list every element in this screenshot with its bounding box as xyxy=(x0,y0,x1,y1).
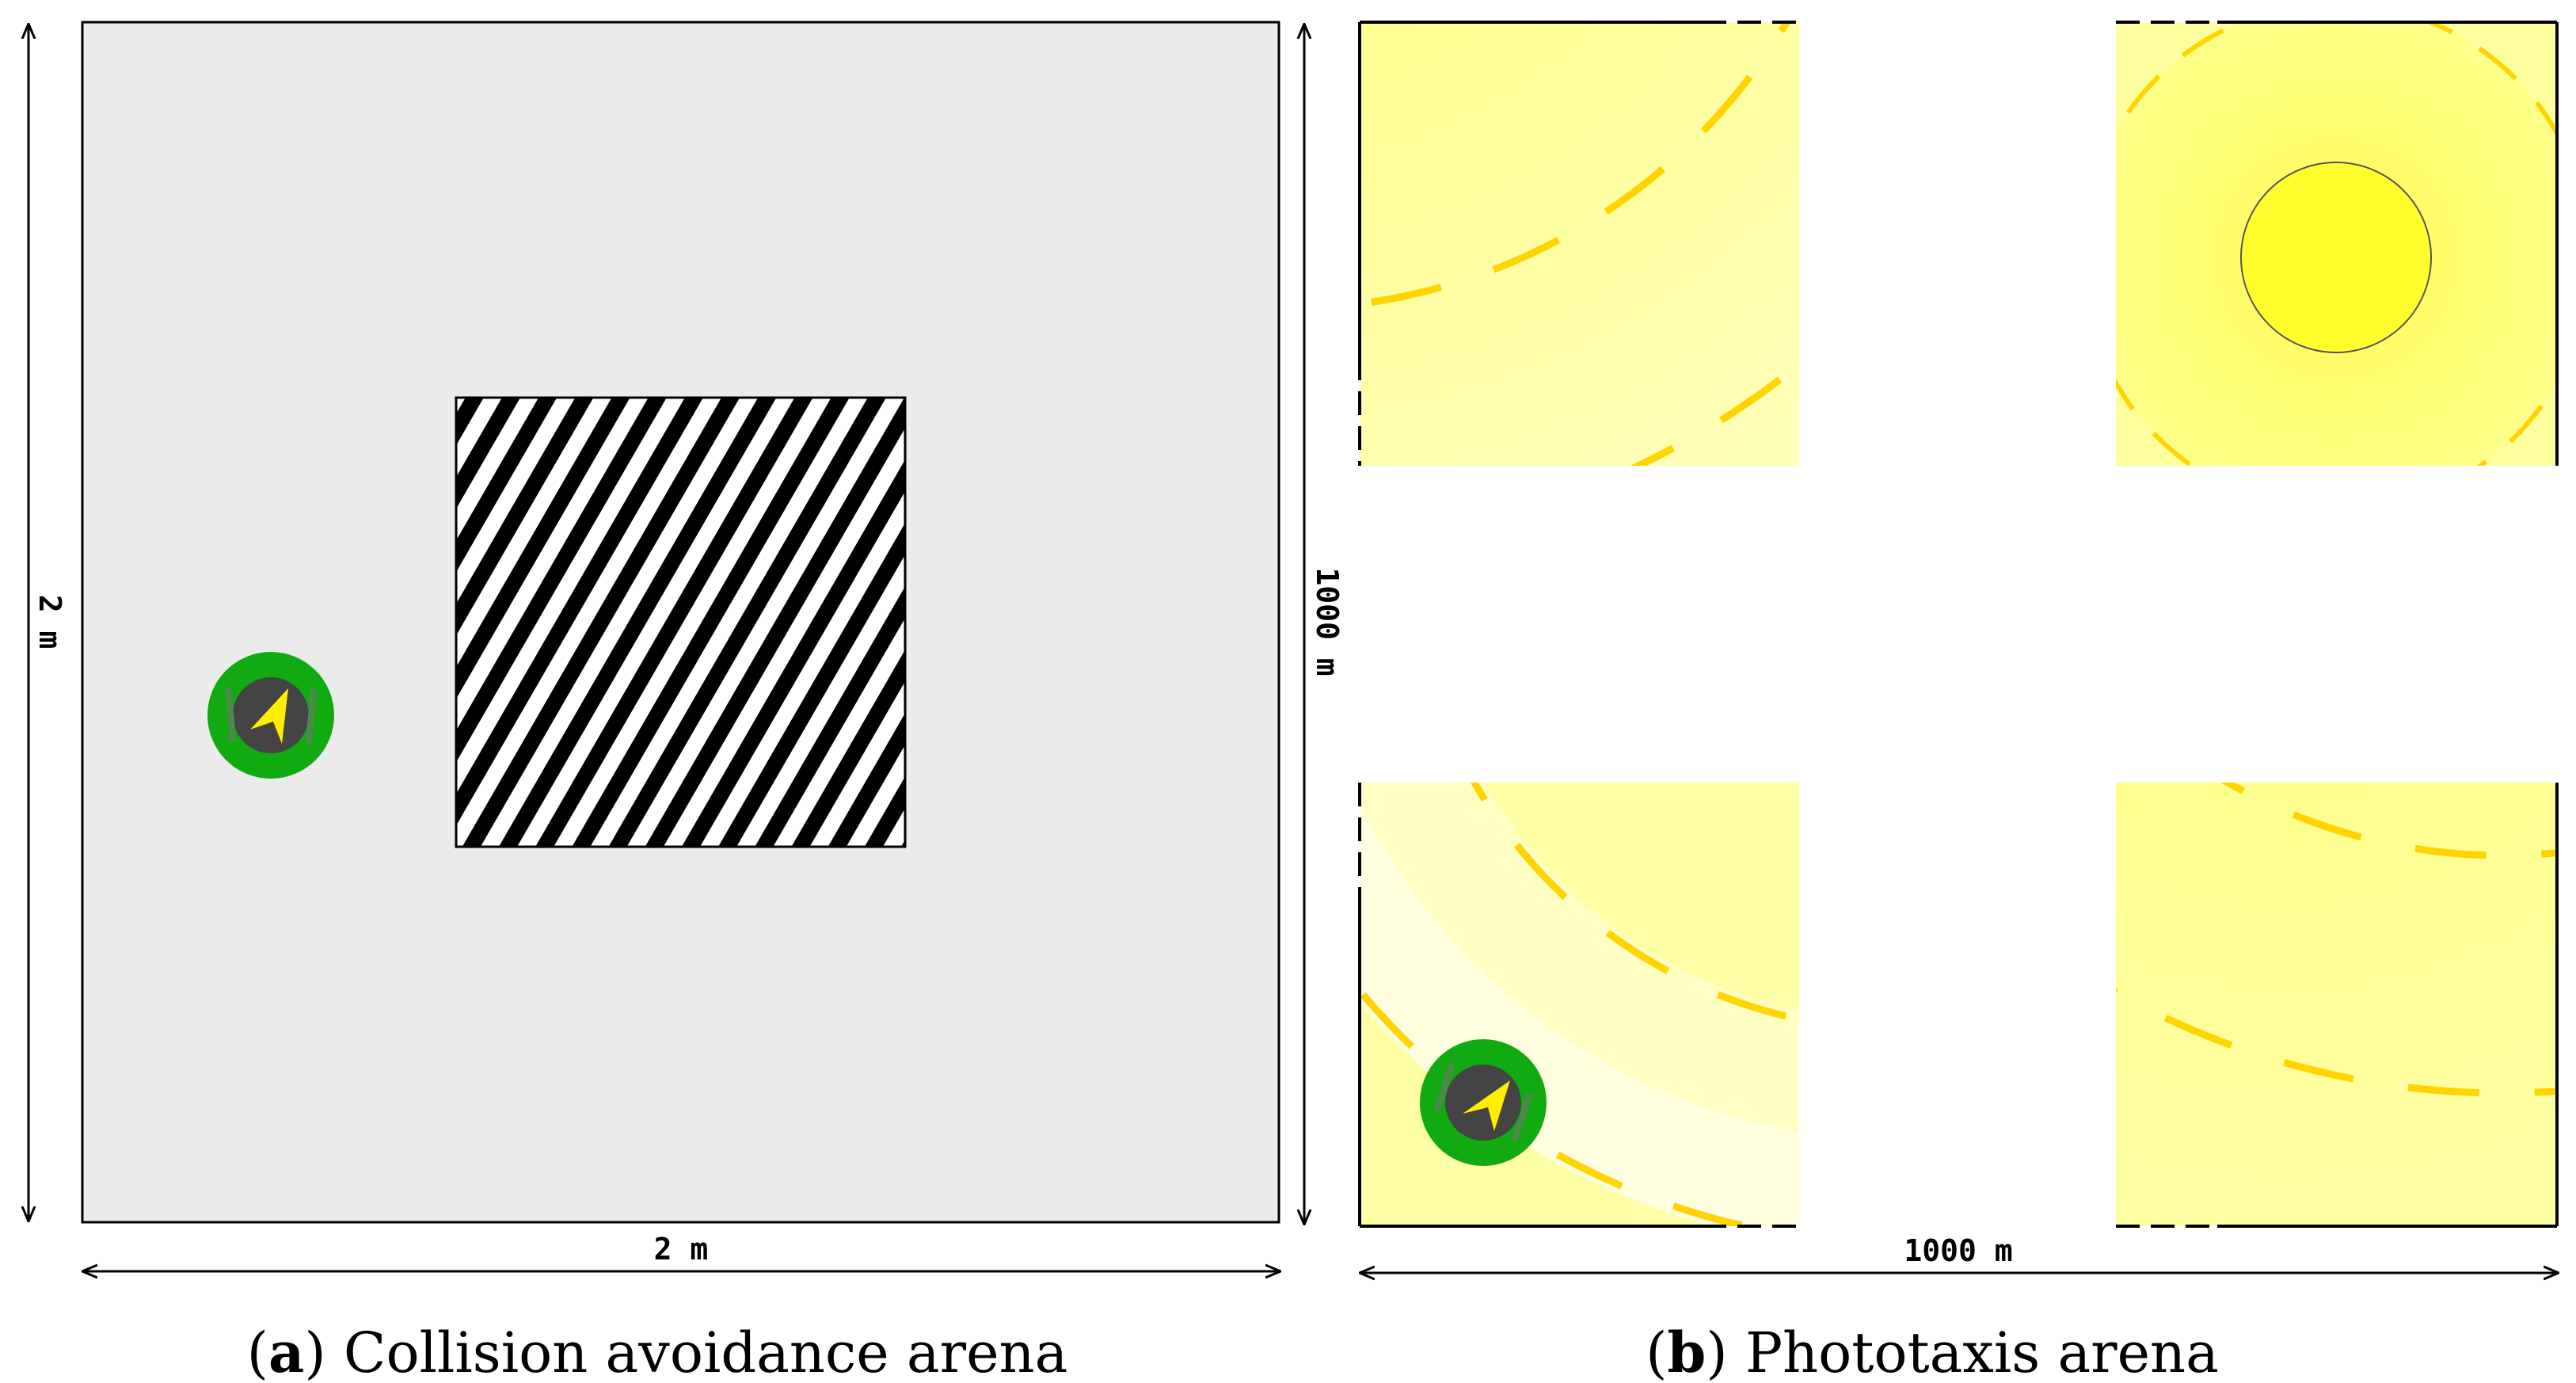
caption-b: (b) Phototaxis arena xyxy=(1646,1320,2219,1383)
heading-arrow-icon xyxy=(250,688,288,744)
heading-arrow-icon xyxy=(1463,1080,1510,1131)
caption-a: (a) Collision avoidance arena xyxy=(247,1320,1068,1383)
striped-obstacle xyxy=(455,396,907,848)
tile-bottom-right xyxy=(2116,783,2557,1226)
panel-a: 2 m 2 m (a) Collision avoidance arena xyxy=(29,21,1280,1383)
robot xyxy=(207,652,334,779)
tile-top-right xyxy=(2116,22,2557,466)
tile-borders xyxy=(1358,21,2559,1228)
light-source xyxy=(2240,162,2432,353)
width-label: 2 m xyxy=(654,1232,709,1267)
height-label: 1000 m xyxy=(1310,567,1345,676)
width-label: 1000 m xyxy=(1904,1233,2012,1268)
height-label: 2 m xyxy=(32,595,67,650)
tile-top-left xyxy=(1360,22,1799,466)
panel-b: 1000 m 1000 m (b) Phototaxis arena xyxy=(459,21,2576,1383)
robot xyxy=(1420,1039,1547,1166)
tile-bottom-left xyxy=(1360,783,1799,1226)
